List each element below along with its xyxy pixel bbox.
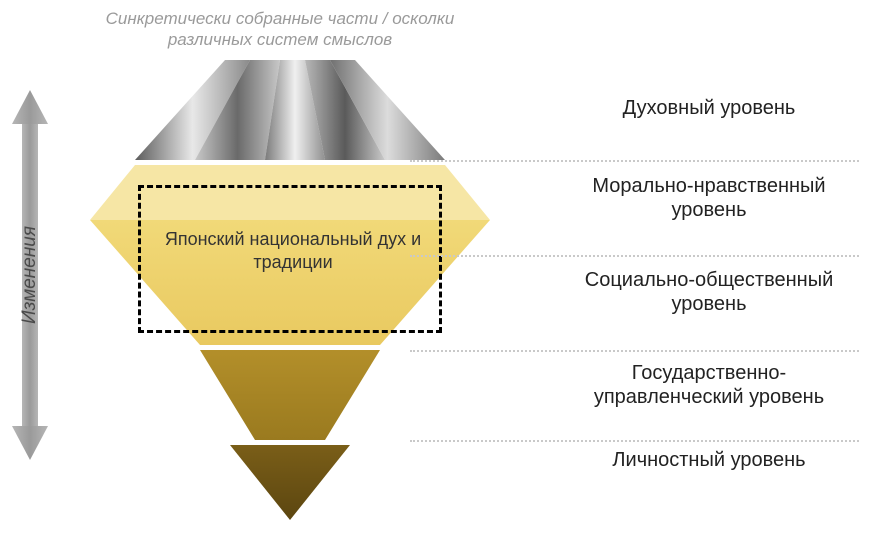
level-label-3: Государственно-управленческий уровень <box>559 361 859 409</box>
guide-line <box>410 440 859 442</box>
level-label-0: Духовный уровень <box>559 96 859 120</box>
guide-line <box>410 350 859 352</box>
diamond-diagram: Японский национальный дух и традиции <box>80 60 500 520</box>
header-caption: Синкретически собранные части / осколки … <box>80 8 480 51</box>
level-label-4: Личностный уровень <box>559 448 859 472</box>
change-axis: Изменения <box>0 90 60 460</box>
guide-line <box>410 160 859 162</box>
axis-label: Изменения <box>19 226 41 324</box>
dashed-overlay-box: Японский национальный дух и традиции <box>138 185 442 333</box>
level-label-1: Морально-нравственный уровень <box>559 174 859 222</box>
level-label-2: Социально-общественный уровень <box>559 268 859 316</box>
dashed-overlay-label: Японский национальный дух и традиции <box>161 228 425 275</box>
guide-line <box>410 255 859 257</box>
